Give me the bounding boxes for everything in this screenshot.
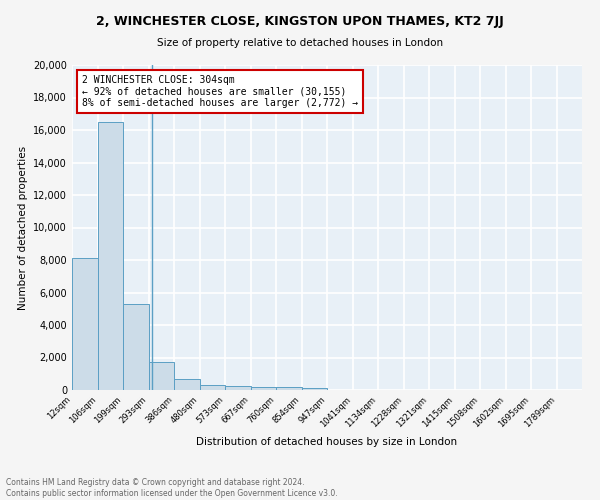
Bar [200, 385, 225, 390]
Y-axis label: Number of detached properties: Number of detached properties [18, 146, 28, 310]
Bar [302, 388, 327, 390]
Bar [98, 122, 123, 390]
Bar [251, 387, 276, 390]
Bar [72, 258, 98, 390]
Text: 2, WINCHESTER CLOSE, KINGSTON UPON THAMES, KT2 7JJ: 2, WINCHESTER CLOSE, KINGSTON UPON THAME… [96, 15, 504, 28]
X-axis label: Distribution of detached houses by size in London: Distribution of detached houses by size … [196, 437, 458, 447]
Text: 2 WINCHESTER CLOSE: 304sqm
← 92% of detached houses are smaller (30,155)
8% of s: 2 WINCHESTER CLOSE: 304sqm ← 92% of deta… [82, 74, 358, 108]
Bar [276, 387, 302, 390]
Text: Size of property relative to detached houses in London: Size of property relative to detached ho… [157, 38, 443, 48]
Text: Contains HM Land Registry data © Crown copyright and database right 2024.
Contai: Contains HM Land Registry data © Crown c… [6, 478, 338, 498]
Bar [149, 362, 174, 390]
Bar [225, 386, 251, 390]
Bar [174, 378, 200, 390]
Bar [123, 304, 149, 390]
